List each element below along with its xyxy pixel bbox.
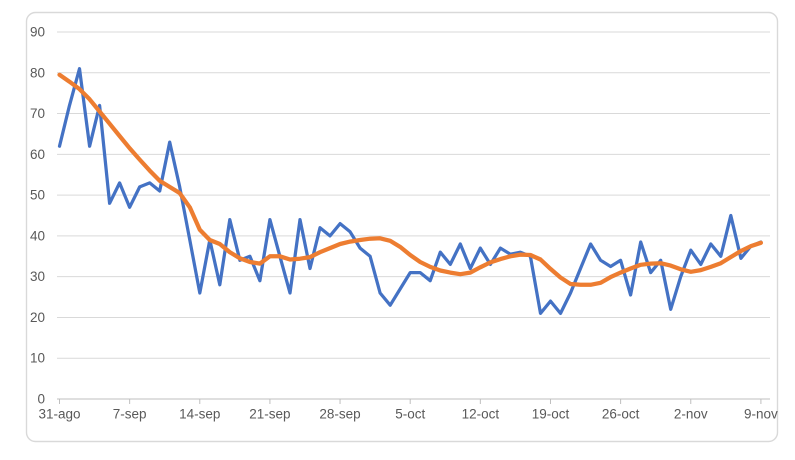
y-tick-label: 60: [30, 147, 45, 162]
smoothed-average-line: [57, 72, 764, 287]
x-tick-label: 31-ago: [38, 407, 80, 422]
y-tick-label: 20: [30, 310, 45, 325]
x-tick-label: 9-nov: [744, 407, 778, 422]
x-tick-label: 12-oct: [462, 407, 500, 422]
x-tick-label: 28-sep: [319, 407, 360, 422]
x-tick-label: 5-oct: [395, 407, 425, 422]
y-tick-label: 70: [30, 106, 45, 121]
x-tick-label: 2-nov: [674, 407, 708, 422]
y-tick-label: 90: [30, 24, 45, 39]
chart-border: [25, 11, 779, 443]
x-tick-label: 14-sep: [179, 407, 220, 422]
y-tick-label: 80: [30, 65, 45, 80]
y-tick-label: 0: [37, 392, 45, 407]
x-tick-label: 7-sep: [113, 407, 147, 422]
y-tick-label: 50: [30, 188, 45, 203]
x-tick-label: 21-sep: [249, 407, 290, 422]
y-tick-label: 40: [30, 228, 45, 243]
x-tick-label: 26-oct: [602, 407, 640, 422]
y-tick-label: 10: [30, 351, 45, 366]
x-tick-label: 19-oct: [532, 407, 570, 422]
y-tick-label: 30: [30, 269, 45, 284]
daily-values-line: [57, 67, 763, 316]
